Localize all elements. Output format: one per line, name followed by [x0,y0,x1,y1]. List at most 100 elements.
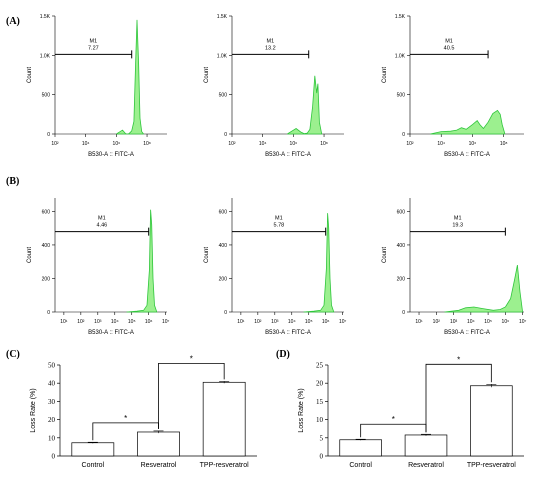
y-tick-label: 10 [316,416,324,424]
y-tick-label: 0 [47,132,50,138]
y-tick-label: 600 [219,209,228,215]
category-label: Control [349,462,372,469]
y-tick-label: 0 [224,310,227,316]
histogram-area [287,75,323,135]
y-tick-label: 0 [402,132,405,138]
bar [137,431,180,457]
y-tick-label: 200 [219,276,228,282]
x-tick-label: 10² [406,141,414,147]
y-tick-label: 0 [224,132,227,138]
x-axis-title: B530-A :: FITC-A [444,152,490,158]
y-tick-label: 1.0K [40,53,51,59]
gate-value-label: 13.2 [265,45,276,51]
x-tick-label: 10⁵ [128,319,136,325]
y-tick-label: 15 [316,398,324,406]
x-tick-label: 10³ [94,319,102,325]
gate-name-label: M1 [98,216,106,222]
x-tick-label: 10² [51,141,59,147]
x-tick-label: 10¹ [60,319,68,325]
significance-label: * [457,355,460,364]
bar [339,439,382,457]
y-axis-title: Count [382,247,388,263]
gate-value-label: 19.3 [452,223,463,229]
x-tick-label: 10⁸ [500,141,508,147]
x-tick-label: 10² [433,319,441,325]
category-label: Resveratrol [408,462,444,469]
gate-value-label: 7.27 [88,45,99,51]
histogram-area [126,209,158,313]
y-axis-title: Count [204,67,210,83]
x-tick-label: 10⁶ [502,319,510,325]
x-tick-label: 10⁶ [322,319,330,325]
x-tick-label: 10⁷ [519,319,527,325]
y-tick-label: 1.0K [395,53,406,59]
x-axis-title: B530-A :: FITC-A [444,330,490,336]
x-tick-label: 10¹ [237,319,245,325]
x-tick-label: 10⁶ [113,141,121,147]
x-axis-title: B530-A :: FITC-A [88,152,134,158]
y-axis-title: Count [27,247,33,263]
y-tick-label: 0 [47,310,50,316]
x-tick-label: 10⁷ [162,319,170,325]
x-axis-title: B530-A :: FITC-A [88,330,134,336]
category-label: TPP-resveratrol [200,462,249,469]
histogram-area [303,213,335,313]
x-tick-label: 10⁴ [467,319,475,325]
y-tick-label: 5 [320,434,324,442]
x-tick-label: 10⁵ [484,319,492,325]
category-label: Control [82,462,105,469]
x-tick-label: 10¹ [415,319,423,325]
y-tick-label: 40 [48,380,56,388]
y-tick-label: 1.5K [395,14,406,20]
y-tick-label: 500 [42,93,51,99]
x-tick-label: 10⁶ [290,141,298,147]
panel-label-c: (C) [6,349,20,360]
y-tick-label: 0 [402,310,405,316]
y-tick-label: 30 [48,398,56,406]
y-tick-label: 500 [219,93,228,99]
x-tick-label: 10² [228,141,236,147]
x-tick-label: 10⁴ [437,141,445,147]
x-axis-title: B530-A :: FITC-A [265,330,311,336]
significance-label: * [190,354,193,363]
y-tick-label: 1.0K [217,53,228,59]
x-tick-label: 10⁴ [288,319,296,325]
x-tick-label: 10⁶ [145,319,153,325]
gate-value-label: 5.78 [273,223,284,229]
significance-bracket [158,362,225,429]
bar [404,434,448,457]
category-label: TPP-resveratrol [467,462,516,469]
x-tick-label: 10³ [271,319,279,325]
y-tick-label: 200 [397,276,406,282]
y-tick-label: 0 [52,453,56,461]
x-tick-label: 10⁸ [143,141,151,147]
x-tick-label: 10⁴ [259,141,267,147]
histogram-area [430,109,506,135]
y-tick-label: 10 [48,434,56,442]
y-axis-title: Count [382,67,388,83]
x-tick-label: 10² [254,319,262,325]
gate-name-label: M1 [445,38,453,44]
y-tick-label: 600 [397,209,406,215]
significance-bracket [425,363,492,433]
y-tick-label: 400 [397,243,406,249]
x-tick-label: 10³ [450,319,458,325]
y-axis-title: Loss Rate (%) [30,388,37,432]
histogram-area [444,265,523,313]
bar [470,385,513,457]
y-tick-label: 500 [397,93,406,99]
y-tick-label: 0 [320,453,324,461]
gate-name-label: M1 [90,38,98,44]
x-axis-title: B530-A :: FITC-A [265,152,311,158]
y-tick-label: 25 [316,362,324,370]
gate-name-label: M1 [454,216,462,222]
panel-label-d: (D) [276,349,290,360]
x-tick-label: 10⁴ [111,319,119,325]
x-tick-label: 10⁵ [305,319,313,325]
significance-label: * [392,415,395,424]
histogram-area [116,19,144,135]
x-tick-label: 10⁶ [469,141,477,147]
y-tick-label: 50 [48,362,56,370]
significance-label: * [124,414,127,423]
